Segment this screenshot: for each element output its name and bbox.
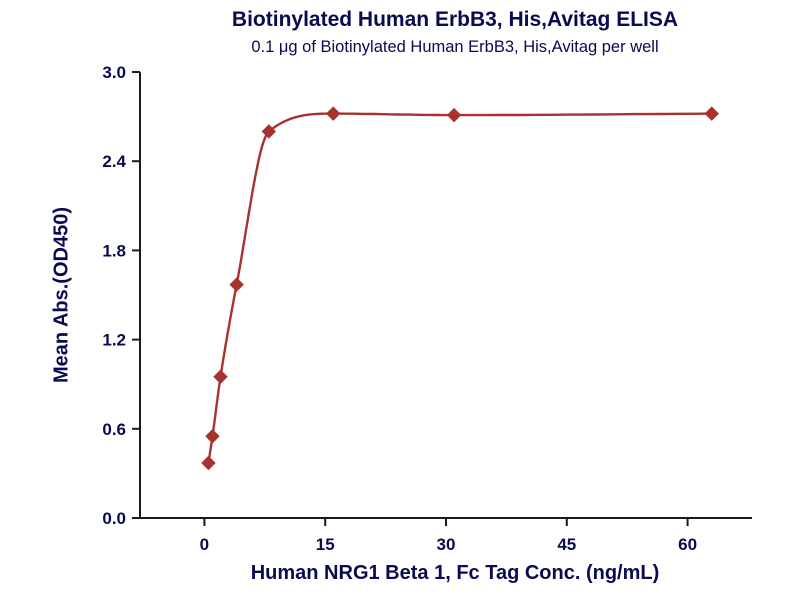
x-axis-label: Human NRG1 Beta 1, Fc Tag Conc. (ng/mL) bbox=[250, 562, 660, 584]
chart-title: Biotinylated Human ErbB3, His,Avitag ELI… bbox=[231, 8, 679, 31]
data-point bbox=[205, 429, 220, 444]
y-tick-label: 0.0 bbox=[102, 509, 126, 528]
x-tick-label: 45 bbox=[557, 535, 576, 554]
fit-curve bbox=[207, 112, 713, 465]
chart-subtitle: 0.1 μg of Biotinylated Human ErbB3, His,… bbox=[251, 38, 659, 56]
x-tick-label: 60 bbox=[678, 535, 697, 554]
y-tick-label: 1.2 bbox=[102, 331, 126, 350]
data-point bbox=[326, 106, 341, 121]
y-tick-label: 3.0 bbox=[102, 63, 126, 82]
data-point bbox=[201, 455, 216, 471]
y-tick-label: 2.4 bbox=[102, 152, 126, 171]
data-point bbox=[704, 106, 719, 121]
x-tick-label: 15 bbox=[316, 535, 335, 554]
data-point bbox=[213, 369, 228, 384]
y-tick-label: 1.8 bbox=[102, 241, 126, 260]
y-tick-label: 0.6 bbox=[102, 420, 126, 439]
data-point bbox=[446, 107, 462, 123]
data-point bbox=[261, 124, 277, 139]
x-tick-label: 0 bbox=[200, 535, 209, 554]
data-point bbox=[229, 277, 244, 292]
x-tick-label: 30 bbox=[437, 535, 456, 554]
